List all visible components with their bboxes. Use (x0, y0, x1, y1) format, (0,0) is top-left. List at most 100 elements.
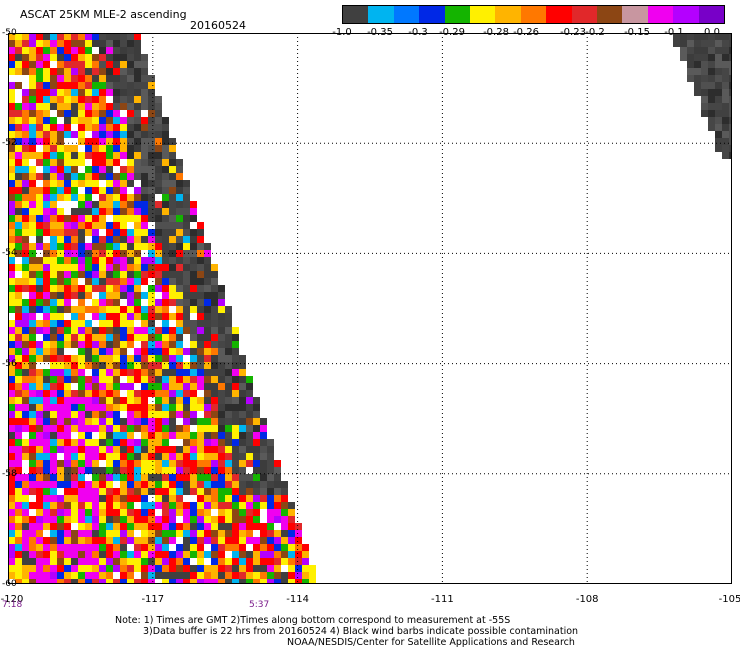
data-cell (36, 579, 43, 584)
data-cell (141, 474, 148, 481)
data-cell (197, 467, 204, 474)
data-cell (64, 278, 71, 285)
data-cell (197, 264, 204, 271)
data-cell (15, 222, 22, 229)
data-cell (92, 558, 99, 565)
data-cell (8, 313, 15, 320)
data-cell (92, 544, 99, 551)
note-line-3: NOAA/NESDIS/Center for Satellite Applica… (287, 637, 575, 648)
data-cell (92, 509, 99, 516)
data-cell (106, 33, 113, 40)
data-cell (85, 138, 92, 145)
data-cell (106, 418, 113, 425)
data-cell (722, 33, 729, 40)
data-cell (113, 159, 120, 166)
data-cell (50, 509, 57, 516)
data-cell (127, 47, 134, 54)
data-cell (169, 516, 176, 523)
note-line-1: Note: 1) Times are GMT 2)Times along bot… (115, 615, 511, 626)
data-cell (85, 194, 92, 201)
data-cell (162, 194, 169, 201)
data-cell (8, 453, 15, 460)
data-cell (183, 411, 190, 418)
data-cell (50, 250, 57, 257)
data-cell (57, 565, 64, 572)
data-cell (64, 159, 71, 166)
data-cell (267, 572, 274, 579)
data-cell (302, 579, 309, 584)
data-cell (15, 61, 22, 68)
data-cell (274, 537, 281, 544)
data-cell (169, 572, 176, 579)
data-cell (120, 320, 127, 327)
data-cell (22, 537, 29, 544)
data-cell (85, 313, 92, 320)
data-cell (29, 271, 36, 278)
data-cell (162, 236, 169, 243)
data-cell (85, 467, 92, 474)
data-cell (225, 432, 232, 439)
data-cell (162, 425, 169, 432)
data-cell (29, 432, 36, 439)
data-cell (246, 397, 253, 404)
data-cell (92, 306, 99, 313)
data-cell (141, 460, 148, 467)
data-cell (29, 355, 36, 362)
data-cell (85, 278, 92, 285)
data-cell (274, 474, 281, 481)
data-cell (232, 418, 239, 425)
data-cell (22, 215, 29, 222)
data-cell (162, 551, 169, 558)
data-cell (29, 215, 36, 222)
data-cell (183, 544, 190, 551)
data-cell (15, 75, 22, 82)
data-cell (190, 201, 197, 208)
data-cell (78, 530, 85, 537)
data-cell (71, 320, 78, 327)
time-label-left: 7:18 (2, 600, 23, 610)
data-cell (78, 285, 85, 292)
data-cell (246, 558, 253, 565)
data-cell (204, 565, 211, 572)
data-cell (99, 551, 106, 558)
data-cell (8, 103, 15, 110)
data-cell (183, 565, 190, 572)
data-cell (29, 544, 36, 551)
data-cell (134, 103, 141, 110)
data-cell (176, 411, 183, 418)
data-cell (78, 243, 85, 250)
data-cell (232, 544, 239, 551)
data-cell (43, 383, 50, 390)
data-cell (176, 278, 183, 285)
data-cell (218, 460, 225, 467)
data-cell (113, 33, 120, 40)
data-cell (22, 54, 29, 61)
data-cell (29, 404, 36, 411)
data-cell (78, 439, 85, 446)
data-cell (92, 117, 99, 124)
data-cell (15, 411, 22, 418)
data-cell (190, 439, 197, 446)
data-cell (8, 523, 15, 530)
longitude-label: -117 (141, 594, 165, 605)
data-cell (155, 425, 162, 432)
data-cell (232, 572, 239, 579)
data-cell (99, 502, 106, 509)
data-cell (267, 453, 274, 460)
data-cell (169, 348, 176, 355)
data-cell (71, 432, 78, 439)
data-cell (197, 243, 204, 250)
data-cell (71, 47, 78, 54)
data-cell (232, 523, 239, 530)
data-cell (211, 369, 218, 376)
data-cell (15, 215, 22, 222)
data-cell (15, 208, 22, 215)
data-cell (218, 509, 225, 516)
data-cell (218, 411, 225, 418)
data-cell (85, 383, 92, 390)
data-cell (162, 523, 169, 530)
data-cell (225, 397, 232, 404)
data-cell (50, 369, 57, 376)
data-cell (36, 33, 43, 40)
data-cell (43, 278, 50, 285)
